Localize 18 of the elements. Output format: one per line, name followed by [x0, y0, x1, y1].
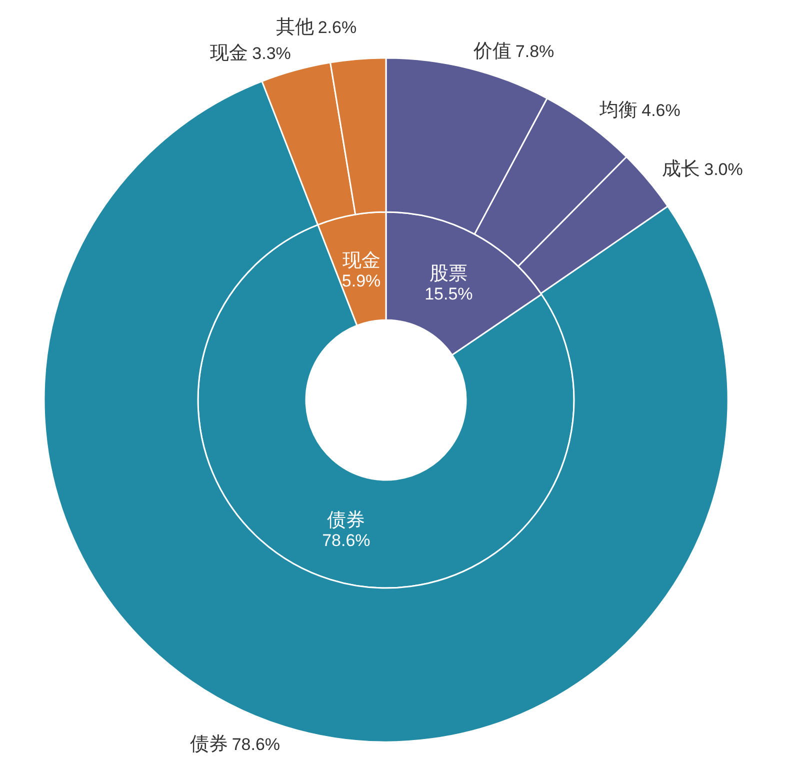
slice-label: 现金: [210, 42, 248, 64]
slice-label: 现金: [342, 250, 380, 272]
slice-label: 成长: [662, 159, 700, 180]
data-label: 2.6%: [318, 18, 357, 37]
slice-label: 其他: [276, 16, 314, 38]
data-label: 15.5%: [424, 284, 473, 304]
data-label: 78.6%: [232, 735, 280, 754]
slice-label: 债券: [327, 510, 366, 531]
data-label: 3.3%: [252, 44, 291, 63]
slice-label: 价值: [472, 40, 512, 62]
data-label: 7.8%: [515, 42, 554, 61]
data-label: 4.6%: [642, 101, 680, 120]
data-label: 5.9%: [342, 271, 381, 290]
slice-label: 股票: [430, 264, 468, 285]
slice-label: 均衡: [598, 100, 638, 122]
data-label: 3.0%: [704, 160, 743, 180]
slice-label: 债券: [190, 734, 228, 756]
data-label: 78.6%: [322, 530, 370, 550]
